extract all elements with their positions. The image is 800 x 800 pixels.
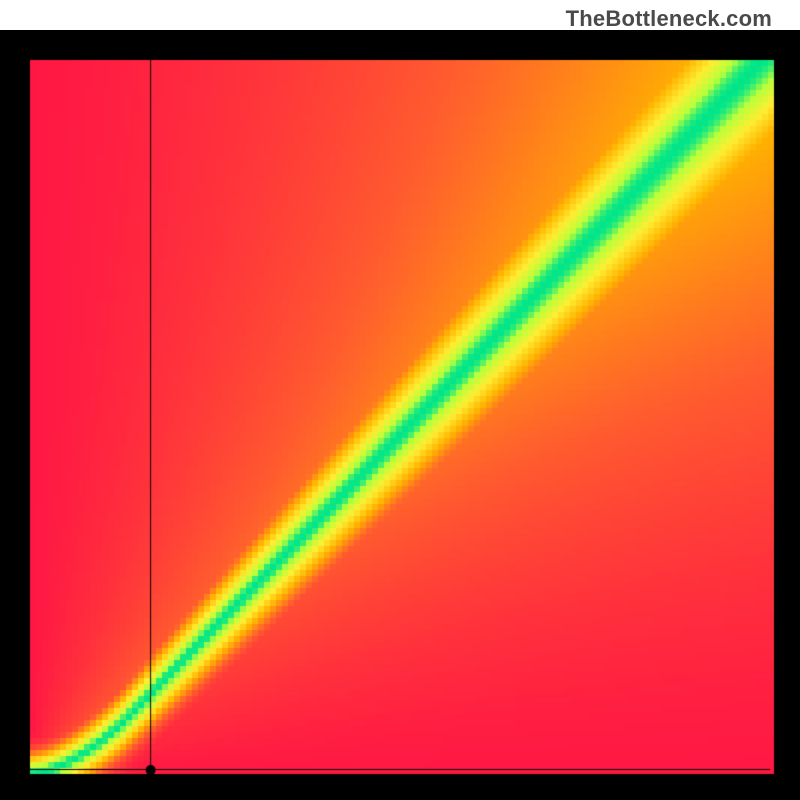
watermark-text: TheBottleneck.com [566, 6, 772, 32]
bottleneck-heatmap [0, 30, 800, 800]
